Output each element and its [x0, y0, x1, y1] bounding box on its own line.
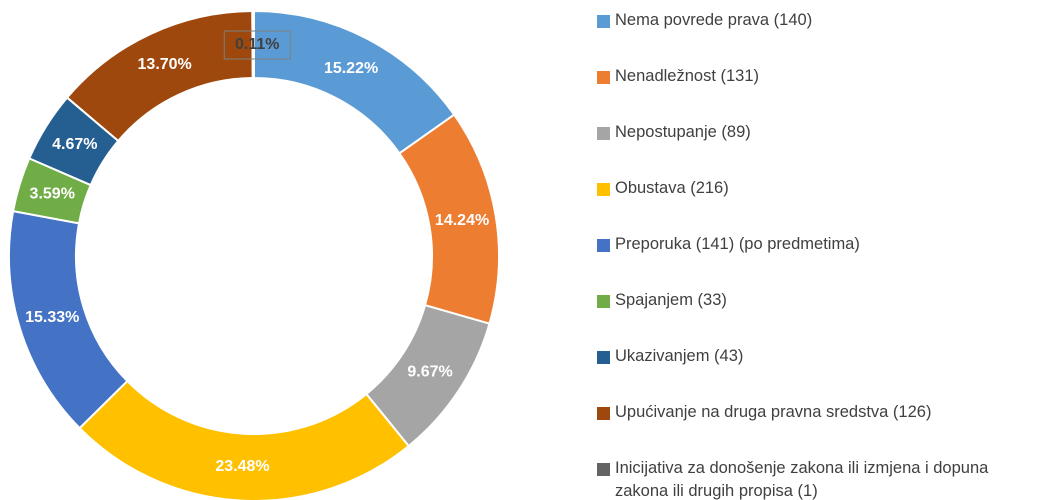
- legend-item: Spajanjem (33): [597, 289, 1037, 345]
- data-label: 9.67%: [407, 364, 452, 381]
- legend-label: Spajanjem (33): [615, 291, 727, 309]
- legend-label: Inicijativa za donošenje zakona ili izmj…: [615, 459, 989, 500]
- legend-swatch: [597, 295, 610, 308]
- slice: [251, 9, 255, 80]
- donut-chart: 15.22% 14.24% 9.67% 23.48% 15.33% 3.59% 4.67% 1…: [8, 9, 500, 500]
- data-label: 3.59%: [30, 185, 75, 202]
- data-label: 0.11%: [235, 36, 279, 53]
- data-label: 23.48%: [215, 458, 269, 475]
- legend-swatch: [597, 127, 610, 140]
- legend-swatch: [597, 463, 610, 476]
- legend-item: Nema povrede prava (140): [597, 9, 1037, 65]
- legend-label: Ukazivanjem (43): [615, 347, 744, 365]
- slice: [65, 9, 254, 143]
- slice: [253, 9, 456, 155]
- legend-label: Obustava (216): [615, 179, 729, 197]
- legend-item: Ukazivanjem (43): [597, 345, 1037, 401]
- legend-item: Nepostupanje (89): [597, 121, 1037, 177]
- legend: Nema povrede prava (140) Nenadležnost (13…: [597, 9, 1037, 500]
- legend-swatch: [597, 407, 610, 420]
- data-label: 4.67%: [52, 136, 97, 153]
- legend-item: Preporuka (141) (po predmetima): [597, 233, 1037, 289]
- data-label: 15.22%: [324, 60, 378, 77]
- slice: [78, 379, 411, 500]
- legend-swatch: [597, 71, 610, 84]
- legend-label: Upućivanje na druga pravna sredstva (126…: [615, 403, 932, 421]
- legend-item: Nenadležnost (131): [597, 65, 1037, 121]
- legend-item: Obustava (216): [597, 177, 1037, 233]
- legend-label: Nenadležnost (131): [615, 67, 760, 85]
- legend-swatch: [597, 351, 610, 364]
- legend-label: Nema povrede prava (140): [615, 11, 813, 29]
- legend-item: Inicijativa za donošenje zakona ili izmj…: [597, 457, 1037, 500]
- legend-swatch: [597, 183, 610, 196]
- legend-label: Preporuka (141) (po predmetima): [615, 235, 860, 253]
- label-box: [223, 30, 291, 60]
- legend-item: Upućivanje na druga pravna sredstva (126…: [597, 401, 1037, 457]
- data-label: 13.70%: [138, 56, 192, 73]
- legend-swatch: [597, 15, 610, 28]
- data-label: 14.24%: [435, 212, 489, 229]
- data-label: 15.33%: [25, 309, 79, 326]
- legend-swatch: [597, 239, 610, 252]
- legend-label: Nepostupanje (89): [615, 123, 751, 141]
